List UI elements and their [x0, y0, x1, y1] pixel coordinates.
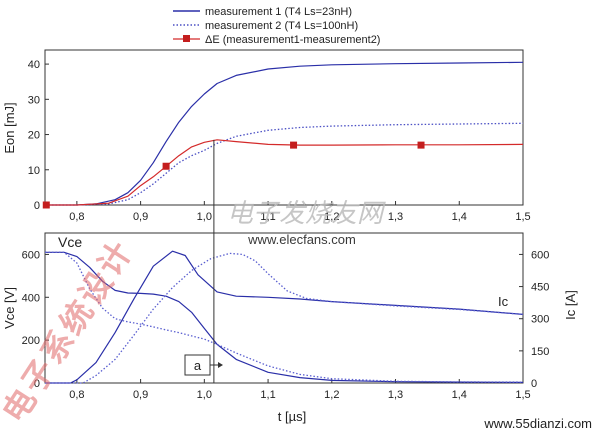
eon-x-tick-label: 1,3 [388, 211, 403, 223]
eon-plot: 0,8 0,9 1,0 1,1 1,2 1,3 1,4 1,5 0 10 20 30 40 Eon [m… [2, 49, 531, 223]
eon-measurement-2-line [45, 122, 524, 206]
watermark-center-cn: 电子发烧友网 [227, 199, 386, 229]
eon-x-tick-label: 0,9 [133, 211, 148, 223]
annotation-a: a [194, 358, 202, 373]
eon-x-tick-label: 1,2 [324, 211, 339, 223]
vce-ic-y-tick-label: 0 [34, 378, 40, 390]
eon-x-tick-label: 1,1 [260, 211, 275, 223]
vce-ic-y-tick-label: 600 [22, 249, 40, 261]
vce-ic-y-right-tick-label: 450 [531, 282, 549, 294]
vce-ic-y-right-tick-label: 600 [531, 249, 549, 261]
vce-ic-x-tick-label: 1,4 [452, 389, 467, 401]
eon-delta-e-line [45, 139, 524, 206]
watermark-footer-url: www.55dianzi.com [483, 416, 592, 431]
eon-delta-e-marker [162, 162, 170, 170]
vce-ic-y-tick-label: 200 [22, 335, 40, 347]
annotation-vce: Vce [58, 234, 82, 250]
vce-ic-y-right-tick-label: 150 [531, 346, 549, 358]
vce-ic-x-tick-label: 1,0 [197, 389, 212, 401]
vce-y-axis-label: Vce [V] [2, 287, 17, 329]
vce-ic-x-tick-label: 1,5 [515, 389, 530, 401]
vce-ic-vce-measurement-2-line [45, 251, 524, 383]
watermark: 电子系统设计 电子发烧友网 www.elecfans.com www.55dia… [0, 199, 592, 431]
vce-ic-ic-measurement-1-line [45, 250, 524, 384]
eon-x-tick-label: 1,0 [197, 211, 212, 223]
vce-ic-y-tick-label: 400 [22, 292, 40, 304]
vce-ic-plot-frame [44, 232, 524, 384]
vce-ic-ticks: 0,8 0,9 1,0 1,1 1,2 1,3 1,4 1,50200400600015030… [22, 249, 550, 401]
eon-series [42, 61, 524, 209]
vce-ic-y-right-tick-label: 300 [531, 314, 549, 326]
vce-ic-x-tick-label: 0,9 [133, 389, 148, 401]
eon-y-tick-label: 20 [28, 130, 40, 142]
eon-plot-frame [44, 49, 524, 206]
time-x-axis-label: t [µs] [278, 409, 306, 424]
vce-ic-x-tick-label: 0,8 [69, 389, 84, 401]
legend-marker-delta-e [183, 35, 190, 42]
legend-label-measurement-2: measurement 2 (T4 Ls=100nH) [205, 20, 358, 32]
vce-ic-ic-measurement-2-line [45, 252, 524, 384]
eon-y-tick-label: 40 [28, 59, 40, 71]
eon-delta-e-marker [42, 201, 50, 209]
eon-measurement-1-line [45, 61, 524, 206]
annotation-a-arrowhead [218, 362, 223, 368]
eon-x-tick-label: 0,8 [69, 211, 84, 223]
eon-x-tick-label: 1,5 [515, 211, 530, 223]
eon-delta-e-marker [417, 141, 425, 149]
annotation-ic: Ic [498, 294, 509, 309]
legend-label-delta-e: ΔE (measurement1-measurement2) [205, 34, 380, 46]
vce-ic-vce-measurement-1-line [45, 251, 524, 383]
legend: measurement 1 (T4 Ls=23nH) measurement 2… [173, 6, 380, 46]
eon-y-axis-label: Eon [mJ] [2, 102, 17, 153]
watermark-center-url: www.elecfans.com [247, 232, 356, 247]
vce-ic-x-tick-label: 1,3 [388, 389, 403, 401]
vce-ic-plot: 0,8 0,9 1,0 1,1 1,2 1,3 1,4 1,50200400600015030… [2, 232, 578, 424]
eon-delta-e-marker [290, 141, 298, 149]
vce-ic-x-tick-label: 1,1 [260, 389, 275, 401]
vce-ic-series [45, 250, 524, 384]
vce-ic-x-tick-label: 1,2 [324, 389, 339, 401]
vce-ic-y-right-tick-label: 0 [531, 378, 537, 390]
eon-ticks: 0,8 0,9 1,0 1,1 1,2 1,3 1,4 1,5 0 10 20 30 40 [28, 59, 531, 223]
eon-y-tick-label: 0 [34, 200, 40, 212]
eon-y-tick-label: 10 [28, 165, 40, 177]
eon-y-tick-label: 30 [28, 94, 40, 106]
ic-y-axis-label: Ic [A] [563, 290, 578, 320]
eon-x-tick-label: 1,4 [452, 211, 467, 223]
legend-label-measurement-1: measurement 1 (T4 Ls=23nH) [205, 6, 352, 18]
